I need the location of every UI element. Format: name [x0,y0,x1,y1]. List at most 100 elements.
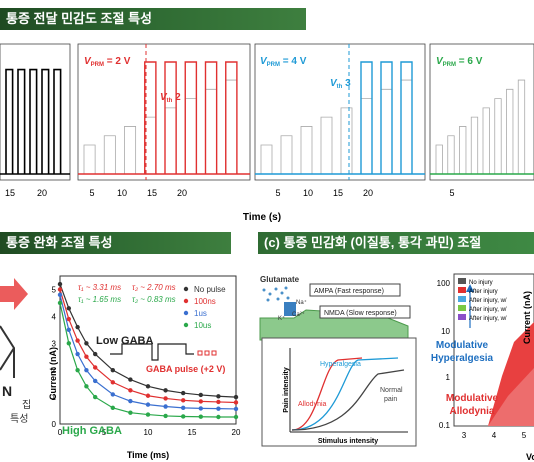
inset-ylabel: Pain intensity [283,367,290,413]
response-train [144,61,238,174]
time-tick: 10 [303,188,313,198]
data-point [233,414,239,420]
normal-label: Normal [380,387,403,394]
molecule-fragment-icon [0,325,15,378]
panel4-vprm-label: VPRM = 6 V [436,56,483,68]
fragment-text-2: 특성 [10,413,28,425]
hyper-label-1: Modulative [436,340,489,351]
data-point [84,367,89,373]
right-xlabel: Volt [526,452,534,462]
data-point [198,406,203,411]
panel-frame [77,43,251,181]
ampa-receptor-icon [284,302,296,316]
gaba-pulse-diagram [110,343,194,361]
data-point [163,404,168,409]
time-axis-label: Time (s) [243,212,281,223]
data-point [181,398,186,403]
time-axis-ticks: 15 20 5 10 15 20 5 10 15 20 5 [5,188,455,198]
arrow-icon [0,278,28,310]
high-gaba-label: High GABA [62,425,122,437]
legend-label: After injury, w/ [469,307,507,313]
y-tick-label: 4 [52,312,57,321]
panel3-vth-label: Vth 3 [330,78,351,90]
data-point [181,390,186,396]
data-point [181,414,186,419]
right-ylabel: Current (nA) [522,291,532,344]
banner-title: 통증 완화 조절 특성 [6,235,113,250]
time-tick: 10 [117,188,127,198]
data-point [198,414,203,419]
panel-frame [429,43,534,181]
legend-label: 1us [194,309,207,318]
nmda-label: NMDA (Slow response) [324,310,397,317]
pulse-square-icon [211,350,217,356]
ampa-box [309,283,401,297]
allodynia-curve [291,357,363,431]
panel2-vth-label: Vth 2 [160,92,181,104]
section-banner-top: 통증 전달 민감도 조절 특성 [0,8,306,30]
data-point [75,324,80,330]
data-point [216,399,221,405]
arrow-head-icon [466,284,474,292]
data-point [216,414,221,420]
x-tick-label: 5 [102,428,107,437]
data-point [216,394,221,399]
right-legend: No injury After injury After injury, w/ … [458,278,507,322]
panel-frame [0,43,71,181]
ytick-0-1: 0.1 [439,421,451,430]
data-point [233,406,239,412]
x-tick-label: 20 [232,428,241,437]
legend-swatch [458,296,466,302]
gaba-legend: No pulse 100ns 1us 10us [183,285,226,330]
legend-label: After injury [469,289,498,295]
data-point [57,287,63,292]
data-point [84,354,89,359]
chart-frame [59,275,237,425]
y-tick-label: 5 [52,285,57,294]
allo-label-1: Modulative [446,393,499,404]
sensitization-figure: Glutamate Na⁺ K⁺ Ca²⁺ AMPA (Fast respons… [259,273,534,462]
data-point [145,384,151,389]
legend-label: No pulse [194,285,226,294]
pulse-panels [0,43,534,181]
xtick-4: 4 [492,431,497,440]
fragment-text-1: 집 [22,399,31,411]
pulse-square-icon [204,350,210,356]
sensitization-current-chart: Current (nA) Volt 100 10 1 0.1 3 4 5 No … [431,273,534,462]
xtick-3: 3 [462,431,467,440]
pulse-train [83,79,238,174]
gaba-decay-chart: 0 5 10 15 20 0 1 2 3 4 5 [52,275,241,437]
data-point [84,384,89,389]
data-point [66,327,72,333]
data-point [145,412,151,417]
ytick-10: 10 [441,327,450,336]
tau-label-2b: τ₂ ~ 0.83 ms [132,295,176,304]
data-point [198,392,203,398]
legend-marker [183,298,189,304]
pain-label: pain [384,396,397,403]
data-point [145,402,151,407]
panel3-vprm-label: VPRM = 4 V [260,56,307,68]
legend-label: 10us [194,321,211,330]
data-point [75,367,80,373]
data-point [163,388,168,393]
na-label: Na⁺ [296,299,307,306]
gaba-ylabel: Current (nA) [48,347,58,400]
legend-label: No injury [469,280,493,286]
legend-swatch [458,314,466,320]
data-point [145,393,151,398]
data-point [128,377,133,382]
time-tick: 20 [177,188,187,198]
hyperalgesia-label: Hyperalgesia [320,361,361,368]
low-gaba-label: Low GABA [96,335,153,347]
legend-label: 100ns [194,297,216,306]
data-point [110,392,116,397]
normal-pain-curve [291,369,405,431]
section-banner-bottom-left: 통증 완화 조절 특성 [0,232,231,254]
pulse-train [5,68,62,174]
y-tick-label: 2 [52,366,57,375]
time-tick: 20 [37,188,47,198]
x-tick-label: 10 [144,428,153,437]
banner-title: 통증 전달 민감도 조절 특성 [6,11,153,26]
ytick-100: 100 [437,279,451,288]
